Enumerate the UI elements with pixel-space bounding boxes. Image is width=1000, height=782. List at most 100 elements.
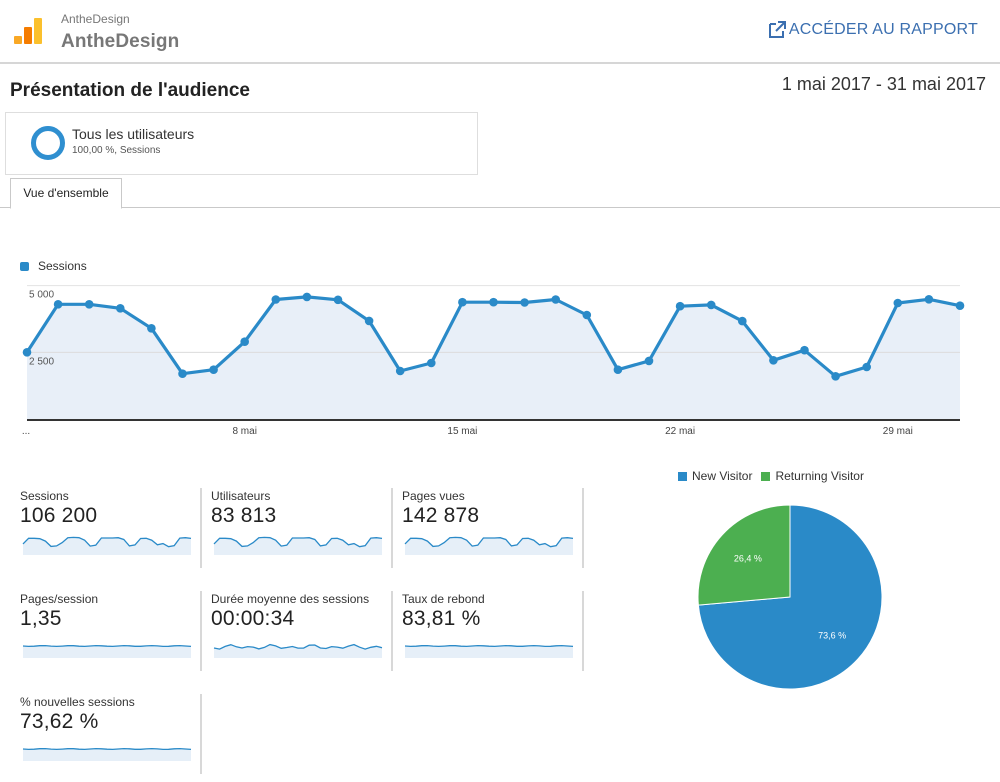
- x-tick-label: ...: [22, 426, 30, 437]
- x-tick-label: 29 mai: [883, 426, 913, 437]
- data-point: [178, 369, 187, 378]
- metric-value: 83,81 %: [402, 607, 481, 630]
- sparkline-line: [22, 747, 192, 751]
- data-point: [675, 301, 685, 311]
- sparkline-line: [404, 536, 574, 548]
- pie-legend-swatch-returning: [761, 471, 771, 481]
- metric-divider: [391, 488, 393, 568]
- data-point: [893, 298, 903, 308]
- open-report-link[interactable]: ACCÉDER AU RAPPORT: [767, 20, 978, 40]
- data-point: [644, 356, 654, 366]
- data-point: [302, 292, 312, 302]
- app-header: AntheDesign AntheDesign ACCÉDER AU RAPPO…: [0, 0, 1000, 64]
- pie-legend-swatch-new: [678, 471, 687, 481]
- metric-label: Taux de rebond: [402, 592, 485, 606]
- metric-card[interactable]: % nouvelles sessions 73,62 %: [20, 695, 202, 773]
- x-tick-label: 15 mai: [447, 426, 477, 437]
- metric-label: Utilisateurs: [211, 489, 271, 503]
- metric-value: 1,35: [20, 607, 62, 630]
- pie-slice-label: 73,6 %: [818, 631, 846, 641]
- metric-value: 00:00:34: [211, 607, 295, 630]
- segment-ring-icon: [31, 126, 65, 160]
- pie-legend: New Visitor Returning Visitor: [678, 469, 873, 483]
- metric-card[interactable]: Durée moyenne des sessions 00:00:34: [211, 592, 393, 670]
- metric-label: % nouvelles sessions: [20, 695, 135, 709]
- metric-divider: [200, 694, 202, 774]
- sparkline-area: [23, 748, 191, 761]
- data-point: [862, 362, 871, 372]
- sparkline-line: [22, 644, 192, 648]
- segment-card[interactable]: Tous les utilisateurs 100,00 %, Sessions: [5, 112, 478, 175]
- open-in-new-icon: [768, 21, 786, 38]
- metric-sparkline: [22, 644, 192, 658]
- data-point: [395, 366, 405, 376]
- metric-value: 142 878: [402, 504, 480, 527]
- data-point: [769, 356, 778, 365]
- metric-card[interactable]: Utilisateurs 83 813: [211, 489, 393, 567]
- account-name: AntheDesign: [61, 12, 130, 26]
- data-point: [364, 316, 374, 326]
- metric-card[interactable]: Taux de rebond 83,81 %: [402, 592, 584, 670]
- sparkline-line: [213, 643, 383, 650]
- metric-label: Durée moyenne des sessions: [211, 592, 370, 606]
- pie-slice-returning-visitor[interactable]: [697, 504, 791, 606]
- data-point: [333, 295, 343, 305]
- data-point: [706, 300, 716, 310]
- visitor-pie-chart: 73,6 % 26,4 %: [697, 504, 883, 690]
- data-point: [22, 348, 32, 357]
- tab-bar-line: [0, 207, 1000, 208]
- pie-legend-label-new: New Visitor: [692, 469, 753, 483]
- pie-legend-item-returning[interactable]: Returning Visitor: [761, 469, 864, 483]
- metric-sparkline: [404, 536, 574, 555]
- data-point: [147, 324, 156, 333]
- property-name[interactable]: AntheDesign: [61, 31, 180, 52]
- data-point: [427, 358, 436, 368]
- metric-value: 83 813: [211, 504, 277, 527]
- data-point: [489, 297, 498, 307]
- data-point: [551, 295, 560, 304]
- open-report-label: ACCÉDER AU RAPPORT: [788, 21, 978, 38]
- date-range-picker[interactable]: 1 mai 2017 - 31 mai 2017: [781, 74, 986, 94]
- metric-label: Pages/session: [20, 592, 99, 606]
- analytics-bars-icon: [14, 18, 42, 44]
- sparkline-area: [214, 537, 382, 555]
- data-point: [582, 310, 592, 320]
- y-tick-label: 5 000: [29, 290, 54, 301]
- metric-sparkline: [213, 536, 383, 555]
- data-point: [116, 304, 125, 313]
- segment-subtitle: 100,00 %, Sessions: [72, 145, 161, 156]
- sparkline-area: [23, 537, 191, 555]
- sparkline-area: [23, 645, 191, 658]
- sessions-area: [27, 296, 960, 419]
- pie-legend-label-returning: Returning Visitor: [775, 469, 864, 483]
- chart-legend[interactable]: Sessions: [20, 259, 87, 273]
- sparkline-area: [405, 537, 573, 555]
- data-point: [831, 372, 840, 381]
- x-tick-label: 8 mai: [232, 426, 256, 437]
- metric-label: Sessions: [20, 489, 69, 503]
- metric-card[interactable]: Sessions 106 200: [20, 489, 202, 567]
- data-point: [240, 337, 249, 346]
- page-title: Présentation de l'audience: [10, 80, 250, 101]
- legend-label-sessions: Sessions: [38, 259, 87, 273]
- x-tick-label: 22 mai: [665, 426, 695, 437]
- metric-sparkline: [22, 747, 192, 761]
- metric-divider: [200, 591, 202, 671]
- metric-divider: [200, 488, 202, 568]
- metric-card[interactable]: Pages vues 142 878: [402, 489, 584, 567]
- metric-card[interactable]: Pages/session 1,35: [20, 592, 202, 670]
- metric-value: 73,62 %: [20, 710, 99, 733]
- sparkline-line: [404, 644, 574, 648]
- tab-overview[interactable]: Vue d'ensemble: [10, 178, 122, 209]
- data-point: [613, 365, 623, 374]
- data-point: [209, 365, 218, 374]
- metric-value: 106 200: [20, 504, 98, 527]
- pie-legend-item-new[interactable]: New Visitor: [678, 469, 752, 483]
- data-point: [738, 316, 747, 326]
- data-point: [84, 300, 94, 309]
- data-point: [800, 345, 809, 355]
- metric-sparkline: [213, 643, 383, 658]
- sparkline-line: [213, 536, 383, 548]
- y-tick-label: 2 500: [29, 356, 54, 367]
- pie-slice-label: 26,4 %: [734, 554, 762, 564]
